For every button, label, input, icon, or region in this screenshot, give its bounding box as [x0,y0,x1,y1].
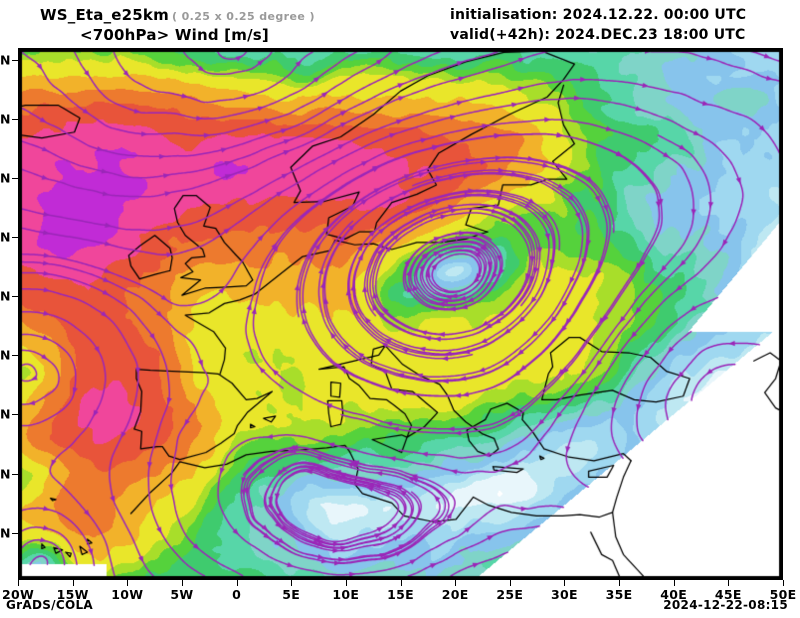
field-title: <700hPa> Wind [m/s] [80,26,269,44]
x-tick [345,580,347,586]
map-plot-area [18,48,783,580]
y-tick [12,118,18,120]
model-name: WS_Eta_e25km [40,6,169,24]
y-axis-label: N [0,466,11,482]
x-tick [619,580,621,586]
x-axis-label: 10W [111,587,144,602]
x-tick [181,580,183,586]
x-tick [400,580,402,586]
y-axis-label: N [0,288,11,304]
y-axis-label: N [0,170,11,186]
x-axis-label: 5E [282,587,301,602]
render-timestamp: 2024-12-22-08:15 [663,598,788,612]
y-axis-label: N [0,525,11,541]
model-resolution: ( 0.25 x 0.25 degree ) [171,10,315,23]
x-tick [455,580,457,586]
x-axis-label: 15W [56,587,89,602]
x-axis-label: 50E [769,587,797,602]
x-axis-label: 20E [441,587,469,602]
x-tick [783,580,784,586]
grads-credit: GrADS/COLA [6,598,93,612]
x-axis-label: 45E [714,587,742,602]
x-tick [236,580,238,586]
x-axis-label: 35E [605,587,633,602]
y-tick [12,355,18,357]
y-axis-label: N [0,111,11,127]
x-tick [509,580,511,586]
x-tick [18,580,19,586]
x-tick [127,580,129,586]
y-axis-label: N [0,52,11,68]
x-axis-label: 30E [551,587,578,602]
x-axis-label: 20W [1,587,35,602]
wind-speed-canvas [20,50,781,578]
x-tick [728,580,730,586]
model-title: WS_Eta_e25km( 0.25 x 0.25 degree ) [40,6,315,24]
wind-speed-field [20,50,781,578]
y-tick [12,237,18,239]
y-tick [12,532,18,534]
y-tick [12,414,18,416]
x-tick [291,580,293,586]
x-tick [673,580,675,586]
y-tick [12,178,18,180]
x-axis-label: 5W [170,587,194,602]
valid-time: valid(+42h): 2024.DEC.23 18:00 UTC [450,27,746,43]
y-tick [12,59,18,61]
x-axis-label: 25E [496,587,524,602]
y-axis-label: N [0,347,11,363]
y-axis-label: N [0,229,11,245]
y-axis-label: N [0,406,11,422]
x-tick [564,580,566,586]
y-tick [12,296,18,298]
y-tick [12,473,18,475]
x-axis-label: 10E [332,587,360,602]
x-tick [72,580,74,586]
x-axis-label: 0 [232,587,242,602]
initialisation-time: initialisation: 2024.12.22. 00:00 UTC [450,7,747,23]
x-axis-label: 15E [387,587,414,602]
x-axis-label: 40E [660,587,688,602]
